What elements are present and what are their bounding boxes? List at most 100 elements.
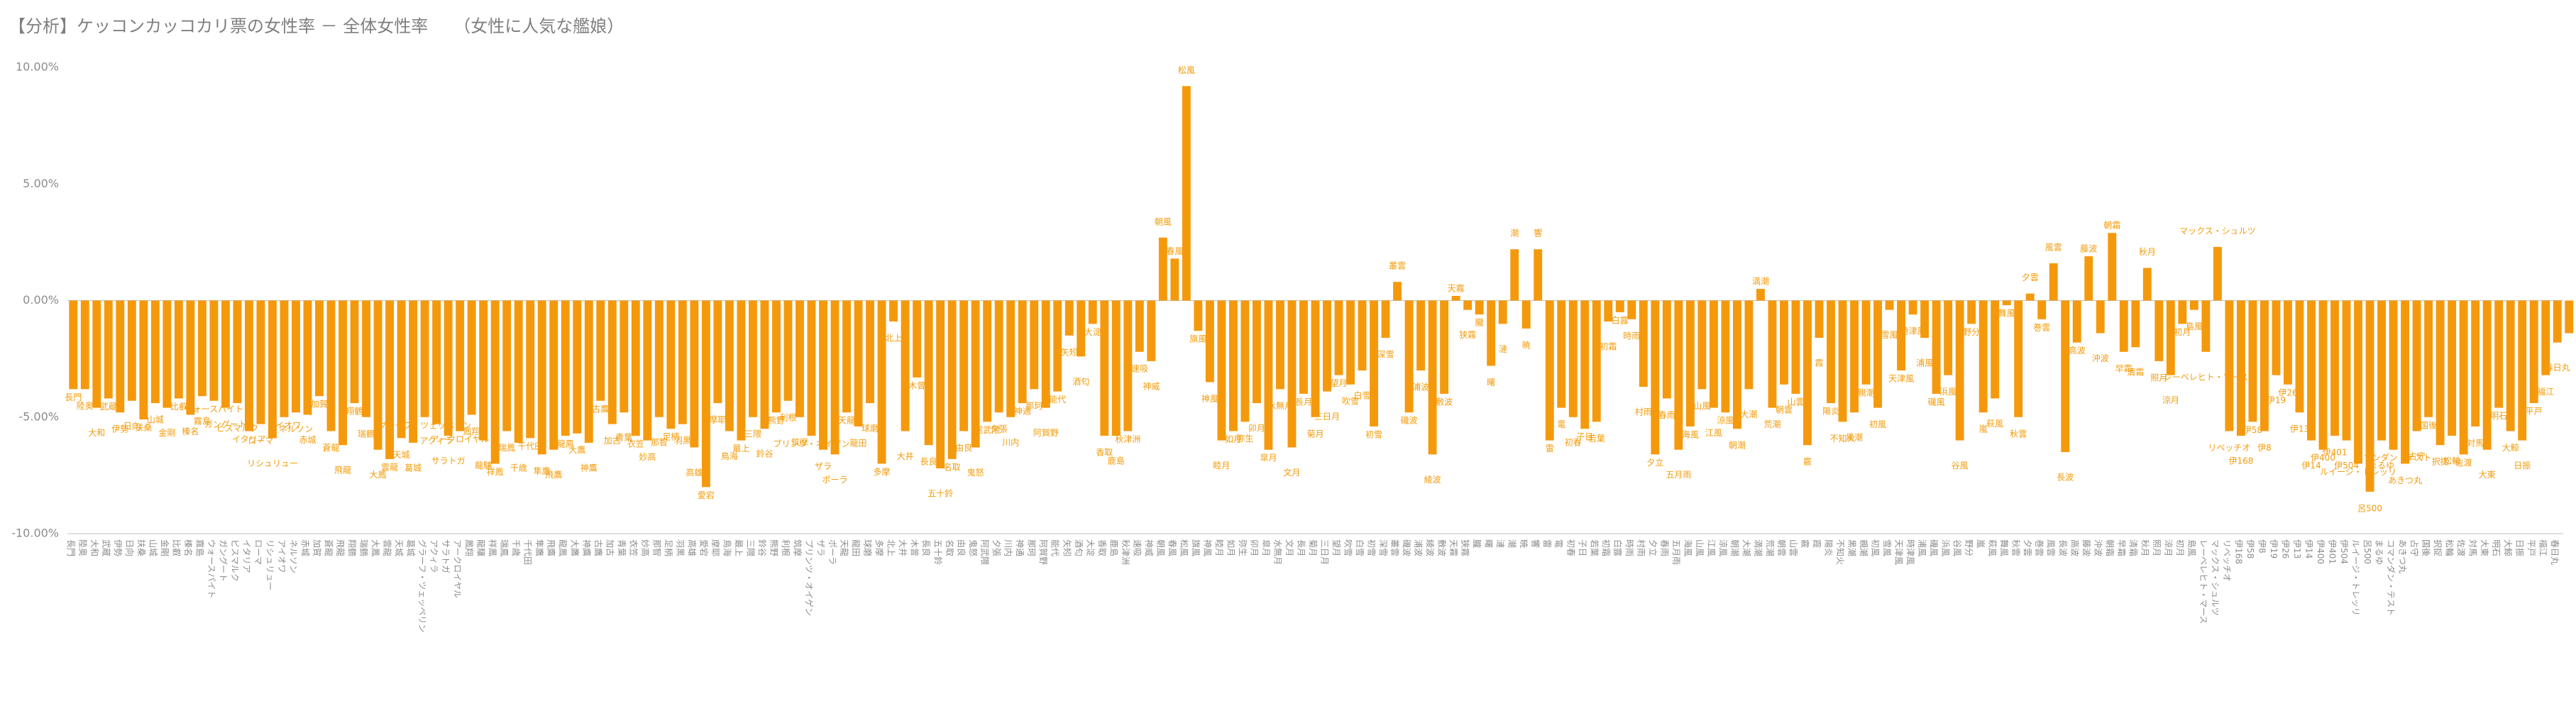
data-label: 弥生 [1236,433,1253,444]
data-label: 飛鷹 [545,469,562,480]
x-tick-label: 明石 [2492,539,2501,556]
bar [631,300,640,436]
data-label: 高波 [2069,345,2086,356]
bar [1217,300,1226,441]
x-tick-label: 荒潮 [1765,539,1776,556]
data-label: 若葉 [1588,434,1605,444]
bar [2424,300,2433,417]
data-label: 白露 [1612,314,1629,325]
bar [1521,300,1531,329]
bar [748,300,757,417]
data-label: 蒼龍 [323,442,340,453]
bar [737,300,746,441]
bar [1932,300,1941,394]
x-tick-label: 蒼龍 [324,539,334,556]
bar [69,300,78,390]
data-label: 大潮 [1740,409,1757,419]
bar [678,300,687,424]
bar [2318,300,2328,450]
data-label: 伊168 [2228,456,2253,466]
x-tick-label: 隼鷹 [534,539,545,556]
x-tick-label: 夕張 [991,539,1001,556]
data-label: イタリア [232,434,266,444]
data-label: サラトガ [431,456,466,466]
x-tick-label: 漣 [1495,539,1505,548]
data-label: 伊58 [2243,425,2262,435]
bar [2494,300,2504,408]
data-label: 雪風 [1881,330,1898,340]
data-label: 伊401 [2323,448,2347,458]
bar [2025,293,2035,301]
data-label: 綾波 [1424,474,1441,485]
x-tick-label: 初霜 [1601,539,1611,556]
x-tick-label: 龍鳳 [558,539,568,556]
data-label: 春日丸 [2545,363,2570,373]
bar [1358,300,1367,371]
data-label: 鳳翔 [463,427,480,436]
bar [1838,300,1847,422]
bar [2272,300,2281,375]
data-label: 扶桑 [135,422,152,433]
x-tick-label: 多摩 [874,539,885,556]
x-tick-label: 天龍 [840,539,850,556]
bar [1393,282,1402,301]
data-label: 子日 [1576,432,1593,442]
data-label: 香取 [1096,448,1113,458]
bar [936,300,945,469]
x-tick-label: 三隈 [745,539,755,556]
x-tick-label: 涼月 [2163,539,2174,556]
x-tick-label: 春雨 [1659,539,1669,556]
bar [1428,300,1437,455]
data-label: 浦波 [1412,383,1429,392]
bar [1334,300,1343,375]
x-tick-label: 大井 [898,539,908,556]
x-tick-label: 霞 [1812,539,1822,548]
x-tick-label: 水無月 [1272,539,1283,565]
data-label: 水無月 [1267,400,1293,411]
x-tick-label: 大淀 [1085,539,1095,556]
data-label: 大鯨 [2502,442,2519,453]
data-label: 伊19 [2267,395,2286,405]
x-tick-label: ウォースパイト [207,539,216,598]
x-tick-label: 不知火 [1835,539,1845,565]
data-label: 初風 [1869,419,1886,429]
bar [1685,300,1695,427]
bar [280,300,289,417]
data-label: 涼風 [1717,415,1734,426]
bar [561,300,570,436]
data-label: 荒潮 [1763,419,1780,429]
bar [174,300,183,399]
data-label: 古鷹 [592,403,609,414]
data-label: 五月雨 [1666,470,1691,480]
bar [233,300,242,404]
data-label: 長波 [2057,473,2074,483]
x-tick-label: 比叡 [171,539,182,556]
bar [959,300,969,431]
bar [1756,289,1765,301]
x-tick-label: 大和 [89,539,99,556]
data-label: あきつ丸 [2388,475,2422,485]
data-label: 長門 [65,392,82,402]
x-tick-label: 望月 [1331,539,1341,556]
bar [1475,300,1484,315]
x-tick-label: 速吸 [1132,539,1142,556]
data-label: 文月 [1283,467,1300,478]
bar [537,300,546,455]
bar [2565,300,2574,334]
chart-title: 【分析】ケッコンカッコカリ票の女性率 － 全体女性率 （女性に人気な艦娘） [9,16,624,36]
x-tick-label: 伊58 [2245,539,2255,559]
data-label: 鹿島 [1108,456,1125,466]
x-tick-label: 卯月 [1249,539,1259,556]
bar [1557,300,1566,408]
bar [1287,300,1297,448]
x-tick-label: 阿武隈 [980,539,990,565]
data-label: 暁 [1522,340,1531,350]
x-tick-label: 鬼怒 [968,539,979,556]
data-label: 天霧 [1448,283,1465,293]
bar [514,300,523,443]
bar [924,300,933,446]
data-label: 長月 [1295,397,1312,407]
data-label: 秋月 [2139,247,2156,257]
x-tick-label: 筑摩 [792,539,803,556]
bar [1744,300,1754,390]
